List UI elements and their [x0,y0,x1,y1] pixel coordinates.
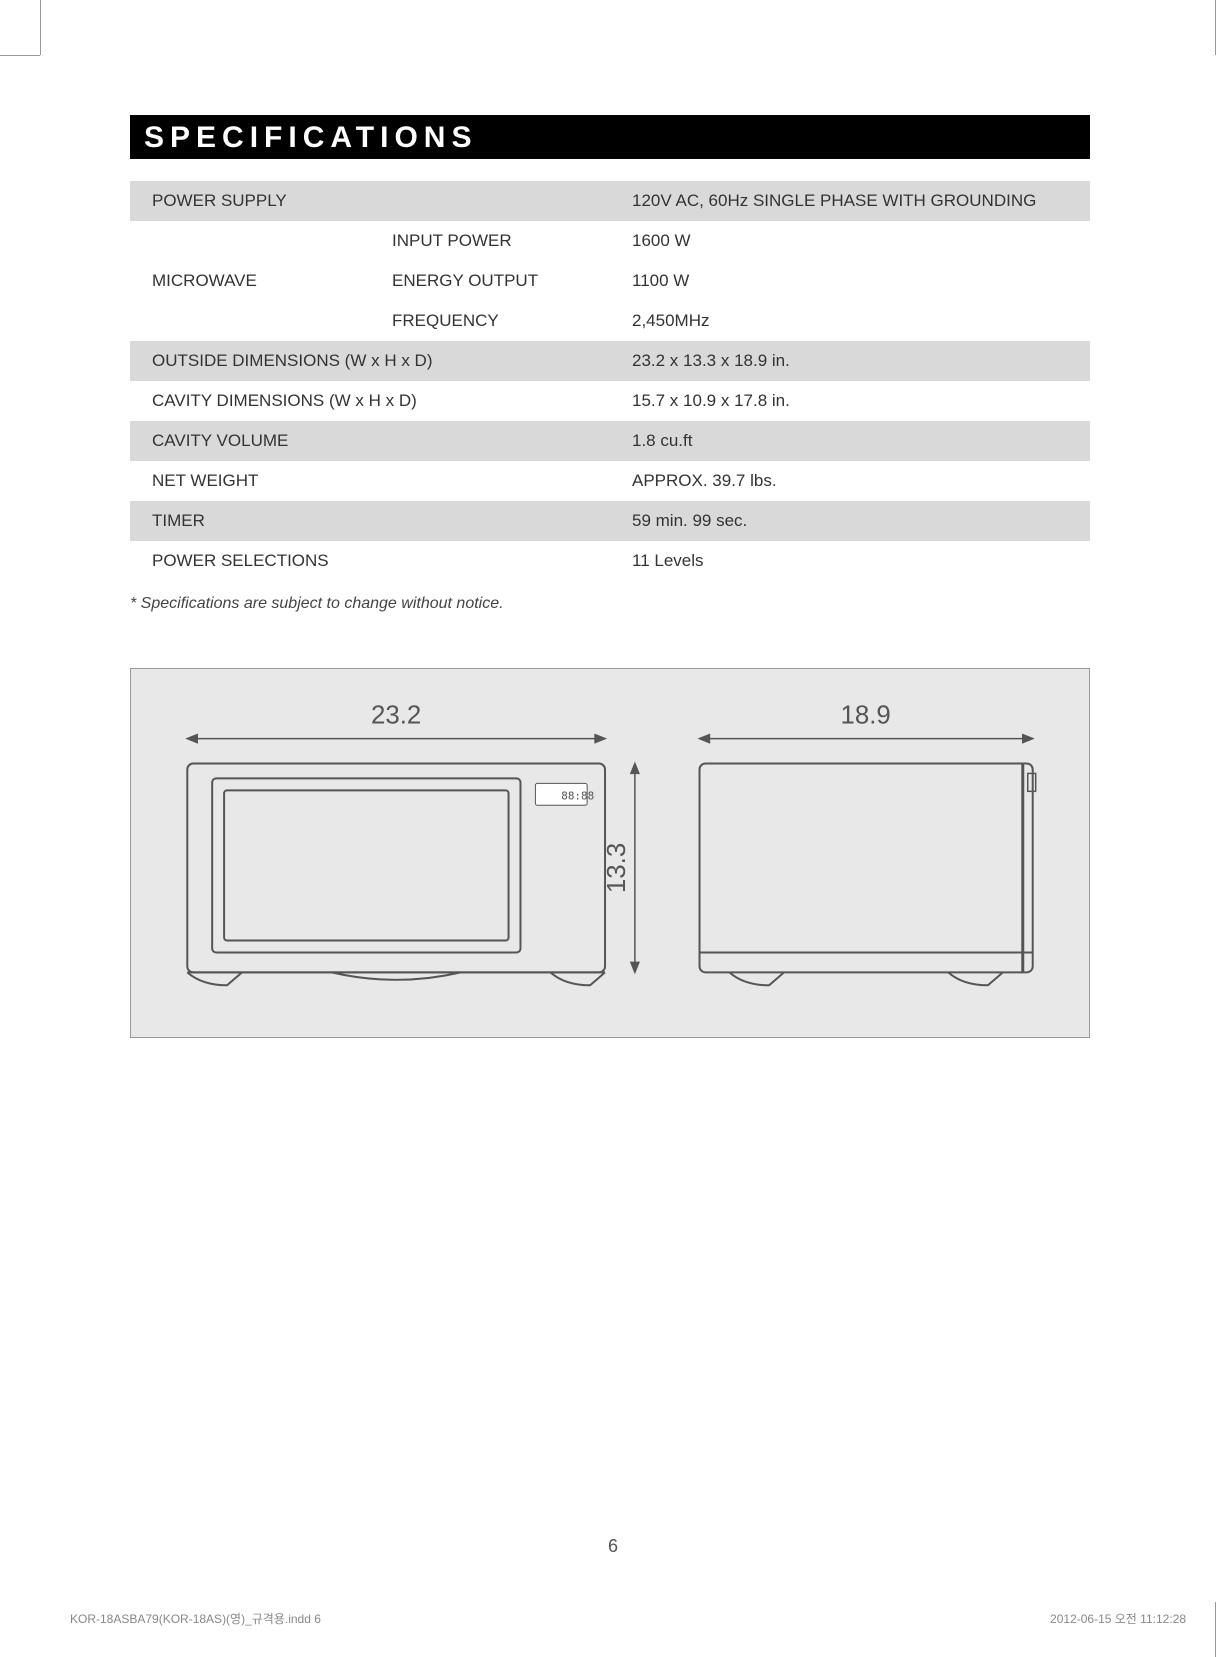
spec-value: 120V AC, 60Hz SINGLE PHASE WITH GROUNDIN… [610,181,1090,221]
section-title: SPECIFICATIONS [130,115,1090,159]
spec-label: NET WEIGHT [130,461,610,501]
crop-mark [1215,0,1216,55]
spec-value: 15.7 x 10.9 x 17.8 in. [610,381,1090,421]
footer-timestamp: 2012-06-15 오전 11:12:28 [1050,1610,1186,1627]
spec-label: POWER SUPPLY [130,181,610,221]
table-row: POWER SELECTIONS 11 Levels [130,541,1090,581]
depth-label: 18.9 [840,702,890,730]
crop-mark [0,55,40,56]
spec-label: CAVITY VOLUME [130,421,610,461]
spec-value: APPROX. 39.7 lbs. [610,461,1090,501]
table-row: TIMER 59 min. 99 sec. [130,501,1090,541]
spec-sublabel: INPUT POWER [370,221,610,261]
spec-value: 1100 W [610,261,1090,301]
footnote: * Specifications are subject to change w… [130,595,1090,613]
spec-label: OUTSIDE DIMENSIONS (W x H x D) [130,341,610,381]
dimension-diagram: 23.2 88:88 [130,668,1090,1038]
table-row: CAVITY VOLUME 1.8 cu.ft [130,421,1090,461]
spec-value: 2,450MHz [610,301,1090,341]
table-row: POWER SUPPLY 120V AC, 60Hz SINGLE PHASE … [130,181,1090,221]
spec-label: CAVITY DIMENSIONS (W x H x D) [130,381,610,421]
width-label: 23.2 [371,702,421,730]
table-row: CAVITY DIMENSIONS (W x H x D) 15.7 x 10.… [130,381,1090,421]
spec-value: 23.2 x 13.3 x 18.9 in. [610,341,1090,381]
height-label: 13.3 [603,843,631,893]
page: SPECIFICATIONS POWER SUPPLY 120V AC, 60H… [0,0,1226,1657]
page-number: 6 [0,1536,1226,1557]
crop-mark [1215,1602,1216,1657]
content-area: SPECIFICATIONS POWER SUPPLY 120V AC, 60H… [130,115,1090,1038]
specifications-table: POWER SUPPLY 120V AC, 60Hz SINGLE PHASE … [130,181,1090,581]
table-row: MICROWAVE INPUT POWER 1600 W [130,221,1090,261]
table-row: NET WEIGHT APPROX. 39.7 lbs. [130,461,1090,501]
crop-mark [40,0,41,55]
spec-value: 1600 W [610,221,1090,261]
diagram-svg: 23.2 88:88 [131,669,1089,1037]
display-text: 88:88 [561,789,594,802]
spec-value: 11 Levels [610,541,1090,581]
spec-label: POWER SELECTIONS [130,541,610,581]
spec-value: 1.8 cu.ft [610,421,1090,461]
footer-filename: KOR-18ASBA79(KOR-18AS)(영)_규격용.indd 6 [70,1610,321,1627]
spec-sublabel: ENERGY OUTPUT [370,261,610,301]
table-row: OUTSIDE DIMENSIONS (W x H x D) 23.2 x 13… [130,341,1090,381]
spec-value: 59 min. 99 sec. [610,501,1090,541]
spec-label: TIMER [130,501,610,541]
spec-sublabel: FREQUENCY [370,301,610,341]
spec-label: MICROWAVE [130,221,370,341]
